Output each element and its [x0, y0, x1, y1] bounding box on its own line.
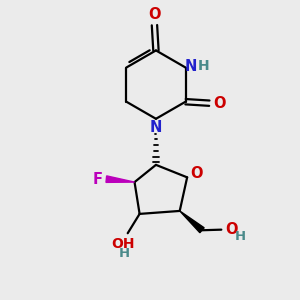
Text: O: O [214, 96, 226, 111]
Text: O: O [225, 222, 237, 237]
Polygon shape [106, 176, 134, 182]
Text: OH: OH [112, 237, 135, 250]
Text: H: H [198, 59, 209, 73]
Text: N: N [185, 58, 197, 74]
Text: F: F [92, 172, 102, 187]
Polygon shape [180, 211, 204, 233]
Text: N: N [150, 120, 162, 135]
Text: O: O [148, 7, 161, 22]
Text: H: H [235, 230, 246, 243]
Text: H: H [118, 247, 129, 260]
Text: O: O [190, 166, 202, 181]
